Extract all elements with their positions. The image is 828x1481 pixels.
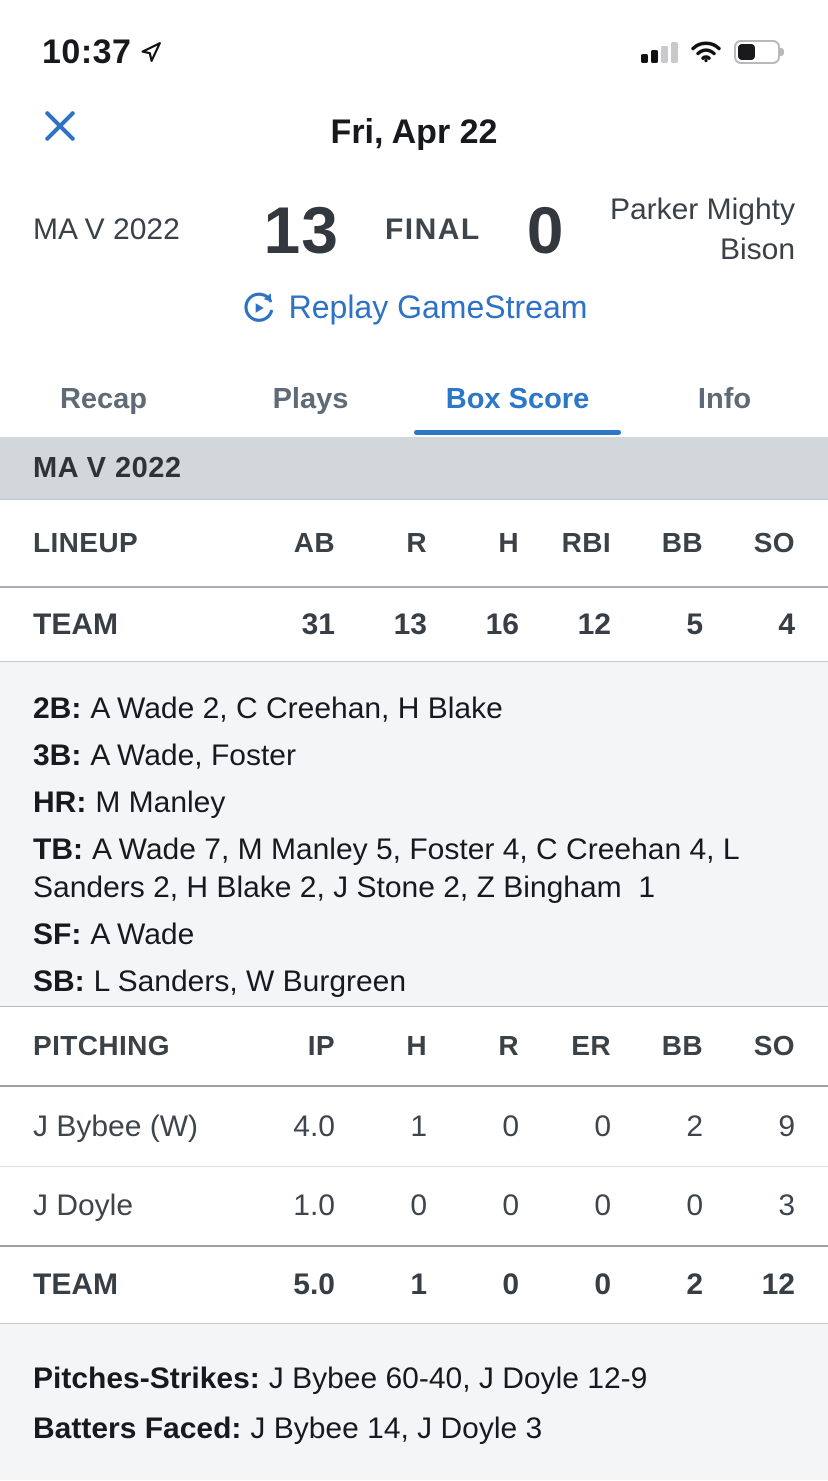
close-icon (45, 111, 75, 141)
note-sf: SF: A Wade (33, 918, 195, 951)
pitcher-name: J Doyle (33, 1189, 134, 1222)
column-header: PITCHING (33, 1030, 170, 1061)
column-header: SO (753, 1030, 795, 1061)
stat-cell: 3 (778, 1189, 795, 1222)
column-header: BB (661, 1030, 703, 1061)
nav-header: Fri, Apr 22 (0, 90, 828, 175)
column-header: LINEUP (33, 527, 139, 558)
pitcher-row-bybee[interactable]: J Bybee (W) 4.0 1 0 0 2 9 (0, 1087, 828, 1167)
stat-cell: 1.0 (293, 1189, 335, 1222)
pitching-header-row: PITCHING IP H R ER BB SO (0, 1007, 828, 1087)
replay-label: Replay GameStream (288, 289, 588, 325)
note-sb: SB: L Sanders, W Burgreen (33, 965, 407, 998)
battery-icon (734, 40, 786, 64)
stat-cell: 5 (686, 607, 703, 641)
batting-notes: 2B: A Wade 2, C Creehan, H Blake 3B: A Wad… (0, 662, 828, 1007)
stat-cell: 0 (594, 1268, 611, 1301)
stat-cell: 1 (410, 1109, 427, 1143)
tab-plays[interactable]: Plays (272, 383, 349, 415)
stat-cell: 13 (393, 607, 427, 641)
stat-cell: 16 (485, 607, 519, 641)
stat-cell: 2 (686, 1268, 703, 1301)
stat-cell: 12 (761, 1268, 795, 1301)
scoreboard: MA V 2022 13 FINAL 0 Parker Mighty Bison (0, 175, 828, 285)
stat-cell: 0 (594, 1109, 611, 1143)
column-header: R (498, 1030, 519, 1061)
close-button[interactable] (38, 104, 82, 148)
pitcher-name: J Bybee (W) (33, 1109, 199, 1143)
note-tb: TB: A Wade 7, M Manley 5, Foster 4, C Cre… (33, 833, 747, 904)
stat-cell: 0 (502, 1109, 519, 1143)
stat-cell: 0 (502, 1189, 519, 1222)
stat-cell: 0 (594, 1189, 611, 1222)
tab-recap[interactable]: Recap (59, 383, 148, 415)
row-label: TEAM (33, 1268, 118, 1301)
batting-header-row: LINEUP AB R H RBI BB SO (0, 500, 828, 588)
tab-info[interactable]: Info (697, 383, 752, 415)
stat-cell: 0 (502, 1268, 519, 1301)
pitcher-row-doyle[interactable]: J Doyle 1.0 0 0 0 0 3 (0, 1167, 828, 1247)
cellular-signal-icon (641, 41, 678, 63)
home-team-name: Parker Mighty Bison (609, 193, 795, 266)
column-header: AB (293, 527, 335, 558)
column-header: H (406, 1030, 427, 1061)
column-header: ER (571, 1030, 611, 1061)
stat-cell: 2 (686, 1109, 703, 1143)
location-arrow-icon (139, 40, 163, 64)
replay-icon (244, 292, 273, 322)
stat-cell: 0 (686, 1189, 703, 1222)
stat-cell: 12 (577, 607, 611, 641)
status-bar: 10:37 (0, 0, 828, 90)
column-header: R (406, 527, 427, 558)
game-status: FINAL (384, 213, 481, 246)
stat-cell: 4.0 (293, 1109, 335, 1143)
stat-cell: 9 (778, 1109, 795, 1143)
tab-box-score[interactable]: Box Score (414, 330, 621, 437)
stat-cell: 31 (301, 607, 335, 641)
batting-team-row: TEAM 31 13 16 12 5 4 (0, 588, 828, 662)
home-score: 0 (526, 193, 565, 267)
away-score: 13 (263, 193, 339, 267)
column-header: SO (753, 527, 795, 558)
stat-cell: 4 (778, 607, 795, 641)
tab-bar: Recap Plays Box Score Info (0, 330, 828, 437)
pitching-notes: Pitches-Strikes: J Bybee 60-40, J Doyle 1… (0, 1324, 828, 1480)
column-header: RBI (561, 527, 611, 558)
stat-cell: 5.0 (293, 1268, 335, 1301)
note-hr: HR: M Manley (33, 786, 226, 819)
stat-cell: 0 (410, 1189, 427, 1222)
row-label: TEAM (33, 607, 118, 641)
column-header: BB (661, 527, 703, 558)
column-header: H (498, 527, 519, 558)
replay-gamestream-link[interactable]: Replay GameStream (241, 289, 588, 326)
away-team-name: MA V 2022 (33, 213, 180, 246)
stat-cell: 1 (410, 1268, 427, 1301)
team-section-header: MA V 2022 (0, 437, 828, 500)
wifi-icon (690, 40, 722, 64)
status-time: 10:37 (42, 32, 132, 71)
note-pitches-strikes: Pitches-Strikes: J Bybee 60-40, J Doyle 1… (33, 1362, 648, 1395)
note-3b: 3B: A Wade, Foster (33, 739, 296, 772)
note-2b: 2B: A Wade 2, C Creehan, H Blake (33, 692, 503, 725)
pitching-team-row: TEAM 5.0 1 0 0 2 12 (0, 1247, 828, 1324)
page-title: Fri, Apr 22 (330, 113, 498, 151)
column-header: IP (307, 1030, 335, 1061)
note-batters-faced: Batters Faced: J Bybee 14, J Doyle 3 (33, 1412, 543, 1445)
